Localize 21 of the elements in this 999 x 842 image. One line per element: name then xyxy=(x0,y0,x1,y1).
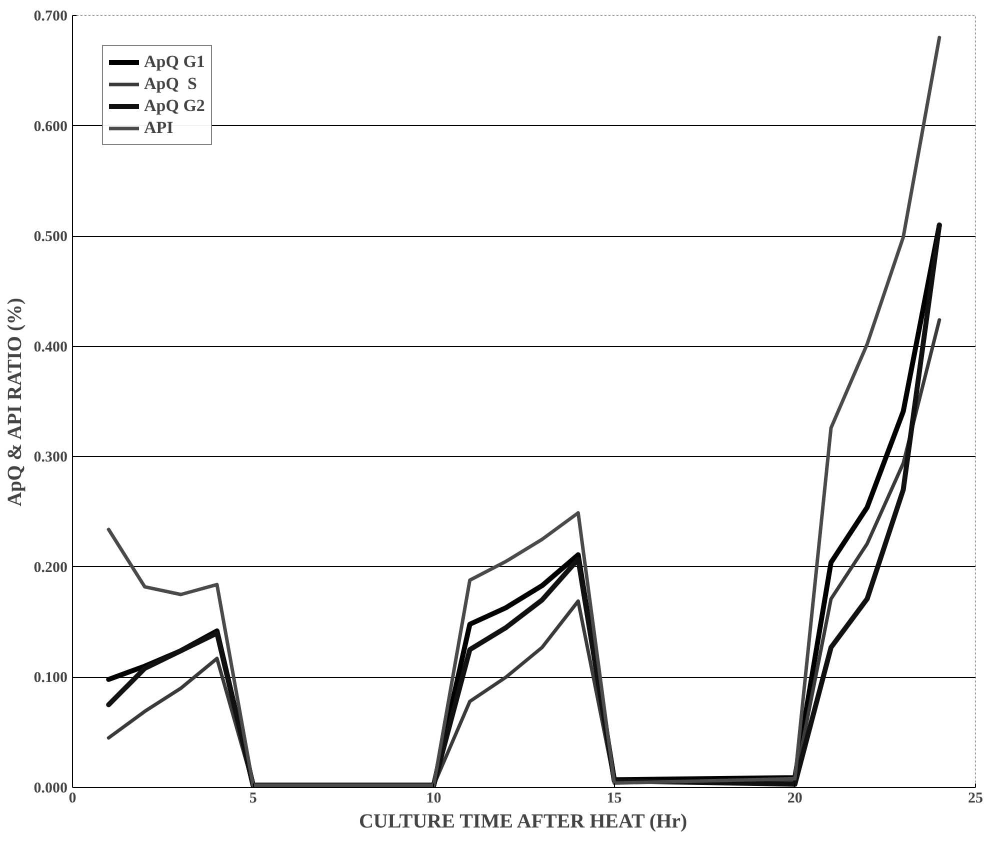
x-tick-label: 15 xyxy=(606,790,622,806)
x-tick-label: 5 xyxy=(249,790,257,806)
y-tick-label: 0.500 xyxy=(34,229,68,246)
y-tick-label: 0.700 xyxy=(34,8,68,24)
x-axis-title: CULTURE TIME AFTER HEAT (Hr) xyxy=(358,810,688,832)
y-tick-label: 0.200 xyxy=(34,560,68,576)
y-tick-label: 0.600 xyxy=(34,118,68,135)
legend-label: ApQ G1 xyxy=(144,52,205,72)
x-tick-label: 20 xyxy=(787,790,802,806)
legend-label: API xyxy=(144,118,174,138)
y-tick-label: 0.400 xyxy=(34,339,68,356)
legend-label: ApQ G2 xyxy=(144,96,205,116)
legend-label: ApQ S xyxy=(144,74,197,94)
y-tick-label: 0.300 xyxy=(34,450,68,466)
y-tick-label: 0.100 xyxy=(34,670,68,686)
x-tick-label: 25 xyxy=(968,790,983,806)
line-series xyxy=(106,36,942,788)
x-tick-label: 0 xyxy=(68,790,76,806)
x-tick-label: 10 xyxy=(426,790,442,806)
y-tick-label: 0.000 xyxy=(34,780,68,796)
y-axis-title: ApQ & API RATIO (%) xyxy=(4,298,26,506)
